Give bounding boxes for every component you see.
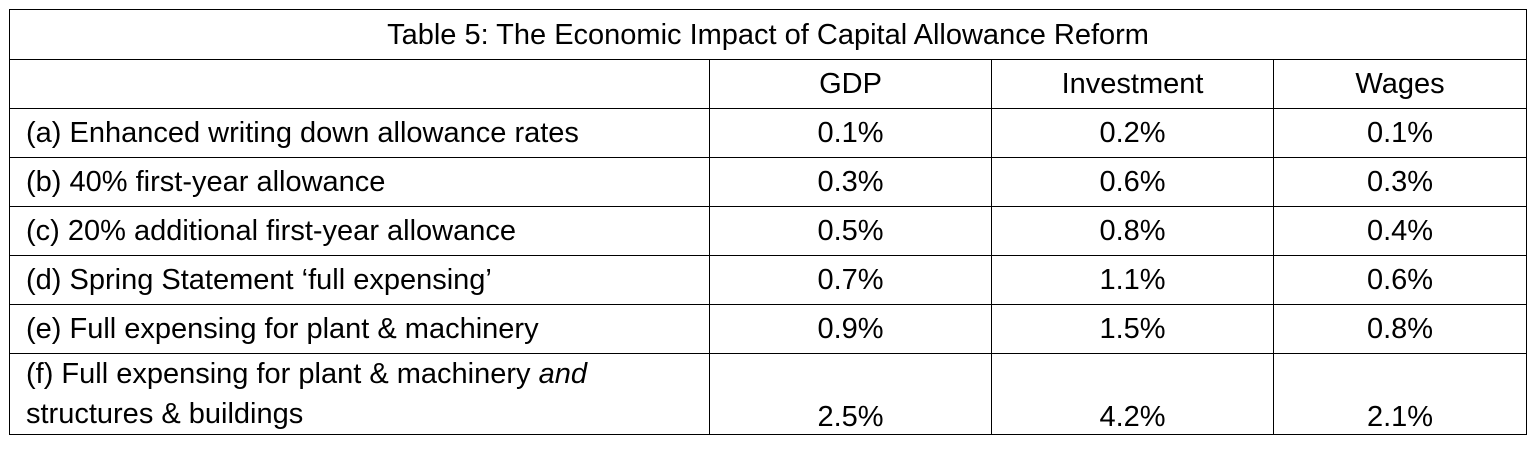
investment-value: 1.1% (991, 255, 1274, 305)
wages-value: 0.3% (1272, 157, 1528, 207)
header-blank-cell (9, 59, 710, 109)
wages-value: 0.6% (1272, 255, 1528, 305)
investment-value: 1.5% (991, 304, 1274, 354)
table-row: (d) Spring Statement ‘full expensing’ 0.… (9, 255, 1528, 305)
row-label: (b) 40% first-year allowance (9, 157, 710, 207)
row-label-line1: (f) Full expensing for plant & machinery (26, 358, 539, 390)
gdp-value: 0.3% (709, 157, 992, 207)
row-label: (c) 20% additional first-year allowance (9, 206, 710, 256)
gdp-value: 0.5% (709, 206, 992, 256)
wages-value: 0.4% (1272, 206, 1528, 256)
row-label: (d) Spring Statement ‘full expensing’ (9, 255, 710, 305)
row-label-emphasis: and (538, 358, 587, 390)
gdp-value: 2.5% (709, 353, 992, 435)
wages-value: 0.8% (1272, 304, 1528, 354)
header-gdp: GDP (709, 59, 992, 109)
investment-value: 0.6% (991, 157, 1274, 207)
investment-value: 0.2% (991, 108, 1274, 158)
row-label: (f) Full expensing for plant & machinery… (9, 353, 710, 435)
capital-allowance-impact-table: Table 5: The Economic Impact of Capital … (8, 9, 1528, 435)
table-title: Table 5: The Economic Impact of Capital … (8, 9, 1528, 60)
investment-value: 4.2% (991, 353, 1274, 435)
row-label-line2: structures & buildings (26, 398, 304, 430)
row-label: (e) Full expensing for plant & machinery (9, 304, 710, 354)
gdp-value: 0.1% (709, 108, 992, 158)
table-row: (c) 20% additional first-year allowance … (9, 206, 1528, 256)
wages-value: 2.1% (1272, 353, 1528, 435)
row-label: (a) Enhanced writing down allowance rate… (9, 108, 710, 158)
table-row: (e) Full expensing for plant & machinery… (9, 304, 1528, 354)
table-title-row: Table 5: The Economic Impact of Capital … (8, 9, 1528, 60)
gdp-value: 0.9% (709, 304, 992, 354)
header-investment: Investment (991, 59, 1274, 109)
gdp-value: 0.7% (709, 255, 992, 305)
investment-value: 0.8% (991, 206, 1274, 256)
header-wages: Wages (1272, 59, 1528, 109)
table-row: (f) Full expensing for plant & machinery… (9, 353, 1528, 435)
table-row: (b) 40% first-year allowance 0.3% 0.6% 0… (9, 157, 1528, 207)
table-header-row: GDP Investment Wages (9, 59, 1528, 109)
table-row: (a) Enhanced writing down allowance rate… (9, 108, 1528, 158)
wages-value: 0.1% (1272, 108, 1528, 158)
